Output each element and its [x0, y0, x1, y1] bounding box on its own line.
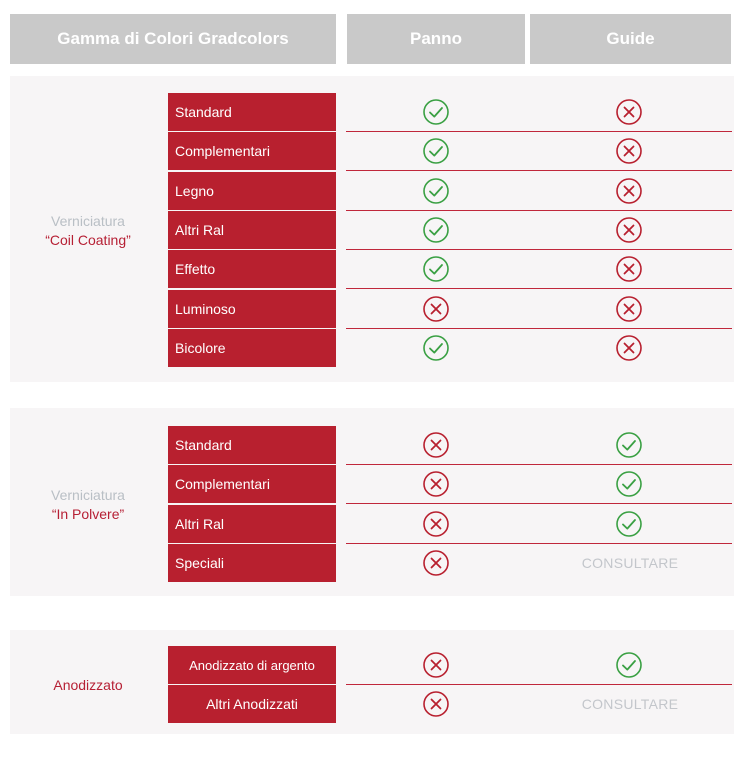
row-label: Altri Ral: [168, 505, 336, 543]
group-label-line1: Verniciatura: [51, 487, 125, 503]
x-circle-icon: [416, 544, 456, 582]
row-label: Effetto: [168, 250, 336, 288]
x-circle-icon: [416, 646, 456, 684]
check-circle-icon: [609, 505, 649, 543]
check-circle-icon: [416, 329, 456, 367]
x-circle-icon: [609, 132, 649, 170]
header-panno-label: Panno: [410, 29, 462, 48]
x-circle-icon: [416, 290, 456, 328]
row-divider: [346, 503, 732, 504]
x-circle-icon: [416, 426, 456, 464]
row-label: Bicolore: [168, 329, 336, 367]
x-circle-icon: [416, 685, 456, 723]
row-divider: [346, 464, 732, 465]
row-label: Speciali: [168, 544, 336, 582]
x-circle-icon: [609, 172, 649, 210]
row-label: Luminoso: [168, 290, 336, 328]
x-circle-icon: [609, 329, 649, 367]
section-panel: [10, 630, 734, 734]
row-divider: [346, 210, 732, 211]
section-panel: [10, 76, 734, 382]
consult-text: CONSULTARE: [581, 555, 679, 571]
header-panno: Panno: [347, 14, 525, 64]
row-label: Altri Anodizzati: [168, 685, 336, 723]
group-label: Anodizzato: [8, 676, 168, 695]
x-circle-icon: [609, 250, 649, 288]
group-label-line2: Anodizzato: [53, 677, 123, 693]
check-circle-icon: [416, 250, 456, 288]
check-circle-icon: [416, 172, 456, 210]
row-divider: [346, 684, 732, 685]
row-divider: [346, 170, 732, 171]
row-label: Legno: [168, 172, 336, 210]
check-circle-icon: [609, 465, 649, 503]
row-label: Standard: [168, 426, 336, 464]
check-circle-icon: [416, 211, 456, 249]
row-divider: [346, 288, 732, 289]
row-label: Complementari: [168, 465, 336, 503]
row-label: Standard: [168, 93, 336, 131]
x-circle-icon: [416, 505, 456, 543]
row-divider: [346, 543, 732, 544]
row-divider: [346, 328, 732, 329]
header-title: Gamma di Colori Gradcolors: [57, 29, 289, 48]
header-gamma: Gamma di Colori Gradcolors: [10, 14, 336, 64]
header-guide-label: Guide: [606, 29, 655, 48]
group-label: Verniciatura “In Polvere”: [8, 486, 168, 524]
row-label: Altri Ral: [168, 211, 336, 249]
row-label: Anodizzato di argento: [168, 646, 336, 684]
check-circle-icon: [609, 426, 649, 464]
group-label-line1: Verniciatura: [51, 213, 125, 229]
check-circle-icon: [416, 132, 456, 170]
header-guide: Guide: [530, 14, 731, 64]
x-circle-icon: [416, 465, 456, 503]
x-circle-icon: [609, 93, 649, 131]
x-circle-icon: [609, 211, 649, 249]
consult-text: CONSULTARE: [581, 696, 679, 712]
group-label: Verniciatura “Coil Coating”: [8, 212, 168, 250]
group-label-line2: “Coil Coating”: [45, 232, 131, 248]
group-label-line2: “In Polvere”: [51, 506, 125, 522]
x-circle-icon: [609, 290, 649, 328]
check-circle-icon: [416, 93, 456, 131]
row-label: Complementari: [168, 132, 336, 170]
check-circle-icon: [609, 646, 649, 684]
section-panel: [10, 408, 734, 596]
row-divider: [346, 131, 732, 132]
row-divider: [346, 249, 732, 250]
